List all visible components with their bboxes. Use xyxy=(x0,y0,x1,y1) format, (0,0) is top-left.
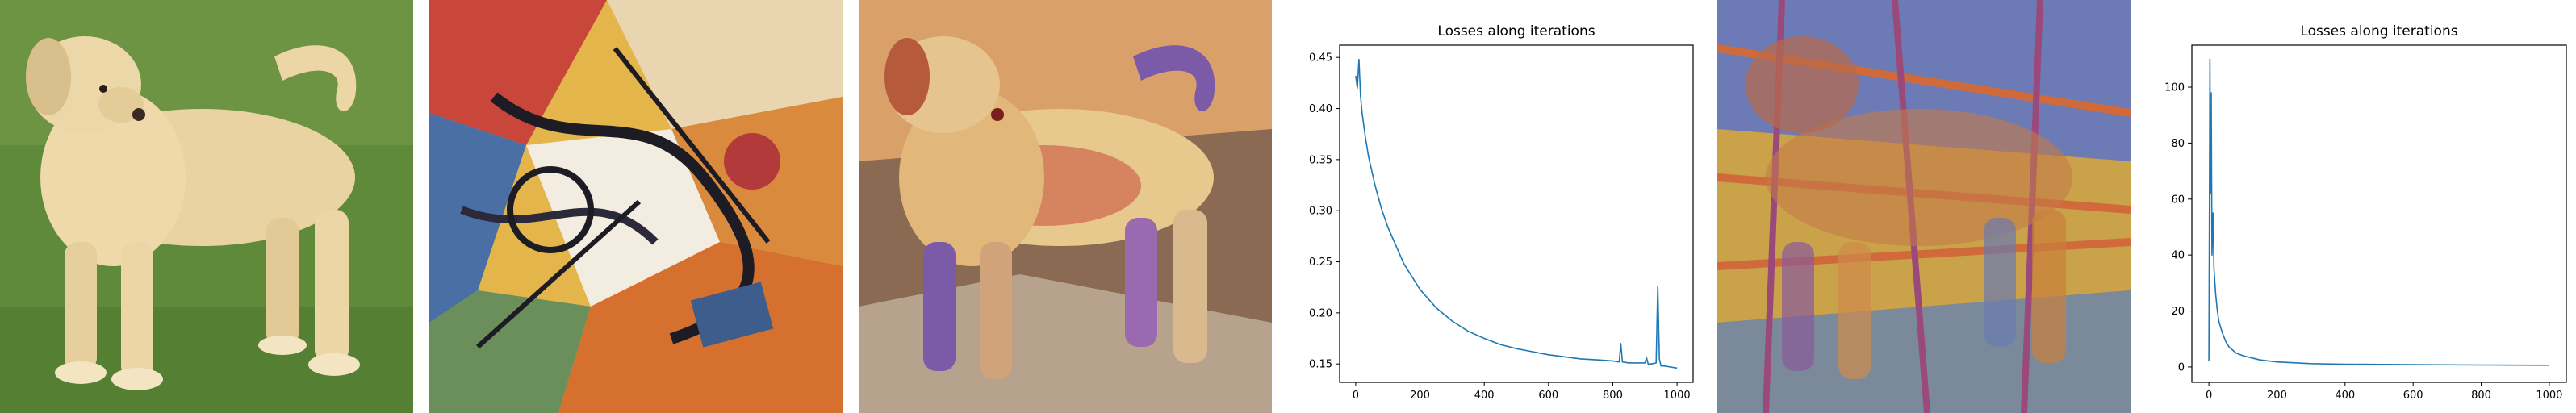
loss-chart-2: Losses along iterations 0 200 400 600 800 1000… xyxy=(2147,0,2576,413)
plot-frame xyxy=(1339,44,1694,383)
y-tick-label: 0.35 xyxy=(1309,154,1332,166)
x-tick-label: 200 xyxy=(1410,390,1430,402)
loss-chart-1-svg: Losses along iterations 0 200 400 600 800 1000… xyxy=(1309,23,1694,402)
x-tick-label: 400 xyxy=(2335,390,2355,402)
plot-frame xyxy=(2191,44,2567,383)
x-tick-label: 0 xyxy=(2206,390,2212,402)
x-tick-label: 600 xyxy=(2403,390,2423,402)
dog-photo-graphic xyxy=(0,0,413,413)
loss-chart-1: Losses along iterations 0 200 400 600 800 1000… xyxy=(1288,0,1701,413)
x-tick-label: 600 xyxy=(1538,390,1558,402)
chart-title: Losses along iterations xyxy=(1437,23,1595,40)
x-tick-label: 200 xyxy=(2267,390,2287,402)
x-tick-label: 1000 xyxy=(1664,390,1691,402)
stylized-image-1 xyxy=(859,0,1272,413)
stylized-dog-2-graphic xyxy=(1717,0,2131,413)
x-tick-label: 800 xyxy=(1603,390,1623,402)
x-tick-label: 0 xyxy=(1353,390,1359,402)
y-tick-label: 0.40 xyxy=(1309,103,1332,115)
style-image xyxy=(429,0,843,413)
y-tick-label: 0 xyxy=(2178,361,2185,373)
x-tick-label: 800 xyxy=(2471,390,2491,402)
content-image xyxy=(0,0,413,413)
chart-title: Losses along iterations xyxy=(2300,23,2457,40)
y-tick-label: 0.15 xyxy=(1309,359,1332,371)
abstract-painting-graphic xyxy=(429,0,843,413)
x-tick-label: 400 xyxy=(1474,390,1495,402)
y-tick-label: 0.20 xyxy=(1309,307,1332,319)
y-tick-label: 40 xyxy=(2171,250,2185,262)
y-tick-label: 60 xyxy=(2171,194,2185,206)
loss-line xyxy=(2208,58,2549,366)
stylized-dog-1-graphic xyxy=(859,0,1272,413)
y-tick-label: 20 xyxy=(2171,306,2185,318)
y-tick-label: 80 xyxy=(2171,138,2185,150)
loss-line xyxy=(1355,58,1678,369)
y-tick-label: 0.30 xyxy=(1309,206,1332,218)
y-tick-label: 0.45 xyxy=(1309,52,1332,65)
x-tick-label: 1000 xyxy=(2536,390,2562,402)
y-tick-label: 100 xyxy=(2164,82,2185,94)
stylized-image-2 xyxy=(1717,0,2131,413)
y-tick-label: 0.25 xyxy=(1309,257,1332,269)
